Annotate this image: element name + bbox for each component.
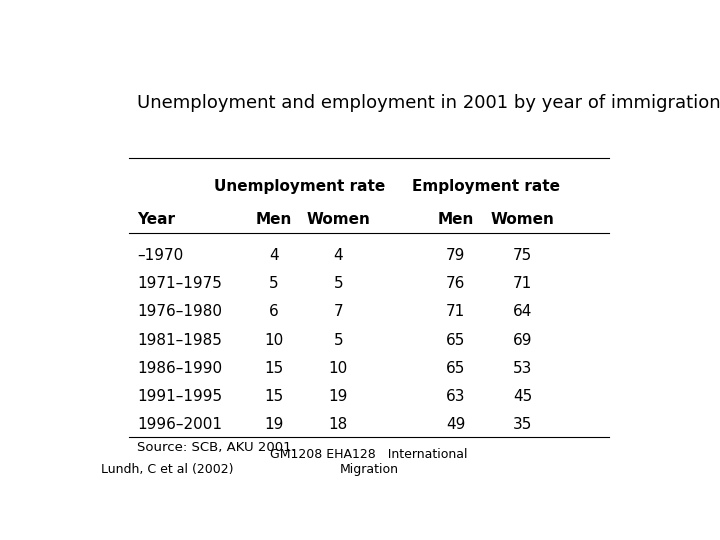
Text: 5: 5 [269,276,279,291]
Text: 45: 45 [513,389,532,404]
Text: Unemployment rate: Unemployment rate [214,179,385,194]
Text: 79: 79 [446,248,465,263]
Text: 18: 18 [329,417,348,433]
Text: 1981–1985: 1981–1985 [138,333,222,348]
Text: GM1208 EHA128   International
Migration: GM1208 EHA128 International Migration [270,448,468,476]
Text: 10: 10 [329,361,348,376]
Text: 69: 69 [513,333,532,348]
Text: 1976–1980: 1976–1980 [138,305,222,319]
Text: 64: 64 [513,305,532,319]
Text: Men: Men [437,212,474,227]
Text: 76: 76 [446,276,465,291]
Text: 53: 53 [513,361,532,376]
Text: 1996–2001: 1996–2001 [138,417,222,433]
Text: 65: 65 [446,361,465,376]
Text: 71: 71 [446,305,465,319]
Text: 1986–1990: 1986–1990 [138,361,222,376]
Text: Year: Year [138,212,176,227]
Text: Unemployment and employment in 2001 by year of immigration (%).: Unemployment and employment in 2001 by y… [138,94,720,112]
Text: Source: SCB, AKU 2001.: Source: SCB, AKU 2001. [138,441,296,454]
Text: 63: 63 [446,389,465,404]
Text: –1970: –1970 [138,248,184,263]
Text: 19: 19 [328,389,348,404]
Text: 1971–1975: 1971–1975 [138,276,222,291]
Text: Women: Women [490,212,554,227]
Text: 19: 19 [264,417,284,433]
Text: 15: 15 [264,389,284,404]
Text: Women: Women [307,212,370,227]
Text: 75: 75 [513,248,532,263]
Text: 5: 5 [333,333,343,348]
Text: 15: 15 [264,361,284,376]
Text: 7: 7 [333,305,343,319]
Text: Employment rate: Employment rate [412,179,560,194]
Text: 49: 49 [446,417,465,433]
Text: 10: 10 [264,333,284,348]
Text: 4: 4 [333,248,343,263]
Text: Lundh, C et al (2002): Lundh, C et al (2002) [101,463,234,476]
Text: 4: 4 [269,248,279,263]
Text: 65: 65 [446,333,465,348]
Text: 1991–1995: 1991–1995 [138,389,222,404]
Text: 6: 6 [269,305,279,319]
Text: 35: 35 [513,417,532,433]
Text: 5: 5 [333,276,343,291]
Text: Men: Men [256,212,292,227]
Text: 71: 71 [513,276,532,291]
